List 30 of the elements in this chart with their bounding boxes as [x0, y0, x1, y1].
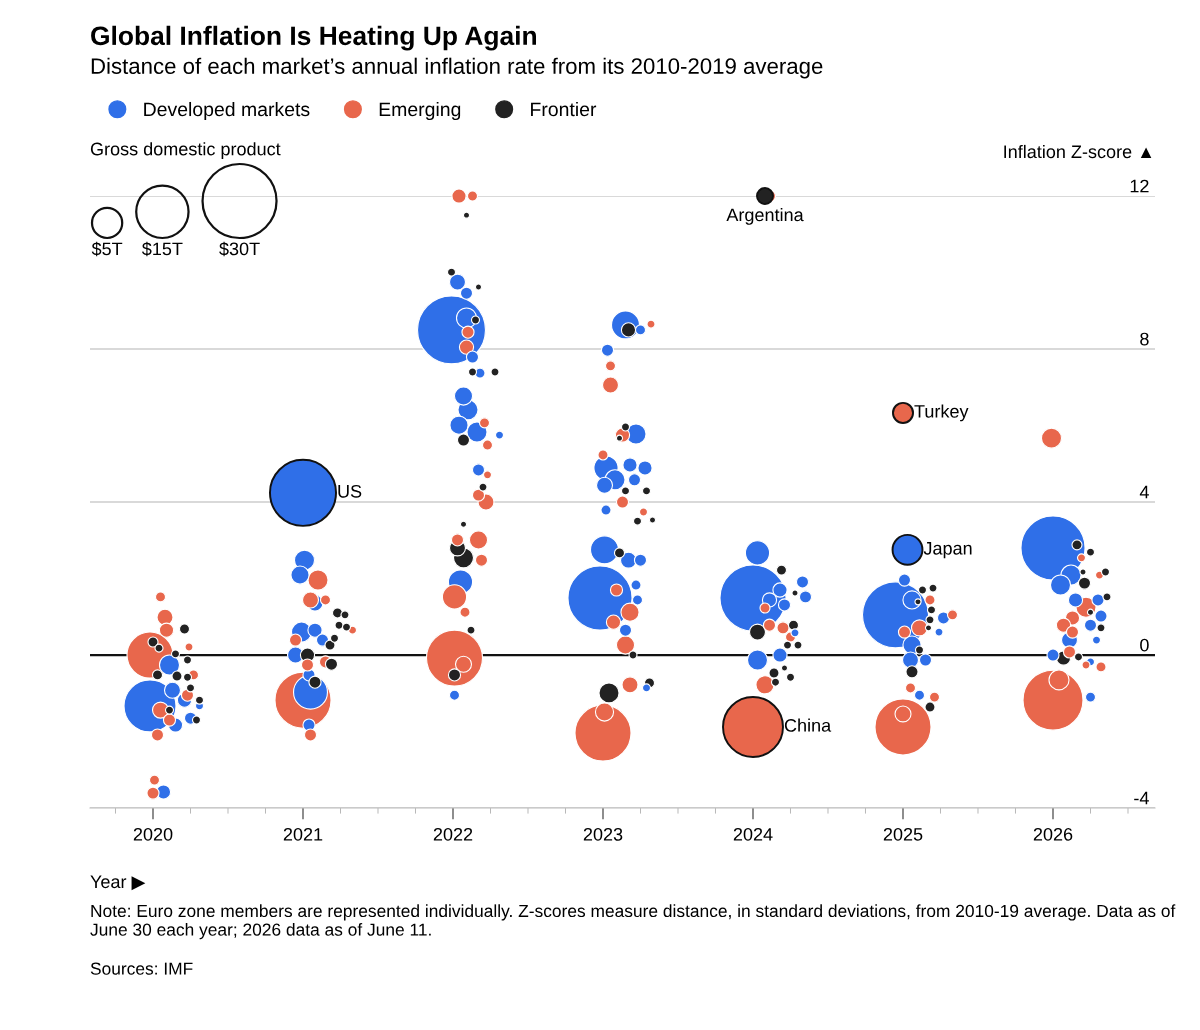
x-tick-label: 2021: [283, 827, 323, 841]
y-tick-label: 4: [1139, 485, 1149, 499]
x-tick-label: 2025: [883, 827, 923, 841]
annotation: China: [784, 718, 832, 732]
legend-label: Emerging: [379, 101, 461, 121]
x-tick-label: 2026: [1033, 827, 1073, 841]
y-axis-title: Inflation Z-score ▲: [1004, 144, 1152, 159]
annotation: Japan: [923, 542, 972, 559]
chart-title: Global Inflation Is Heating Up Again: [91, 25, 536, 51]
legend-label: Frontier: [531, 101, 597, 117]
legend-label: $15T: [141, 241, 183, 257]
text: Note: Euro zone members are represented individually. Z-scores measure distance, in standard deviations, from 2010-19 average. Data as of June 30 each year; 2026 data as of June 11.: [90, 904, 1176, 940]
y-tick-label: 0: [1140, 638, 1149, 652]
legend-label: $30T: [219, 241, 260, 257]
y-tick-label: 8: [1140, 332, 1149, 346]
text: Gross domestic product: [90, 142, 281, 159]
x-tick-label: 2020: [133, 827, 173, 841]
legend-label: Developed markets: [144, 101, 310, 121]
x-tick-label: 2023: [583, 827, 623, 841]
source-note: Sources: IMF: [90, 962, 193, 975]
x-axis-title: Year ▶: [90, 875, 146, 891]
x-tick-label: 2024: [733, 827, 773, 841]
y-tick-label: 12: [1130, 179, 1149, 193]
annotation: Argentina: [726, 208, 804, 225]
y-tick-label: -4: [1134, 791, 1149, 805]
legend-label: $5T: [91, 241, 123, 257]
annotation: US: [338, 484, 362, 498]
chart-subtitle: Distance of each market’s annual inflation rate from its 2010-2019 average: [91, 57, 823, 79]
annotation: Turkey: [914, 404, 969, 422]
x-tick-label: 2022: [433, 827, 473, 841]
